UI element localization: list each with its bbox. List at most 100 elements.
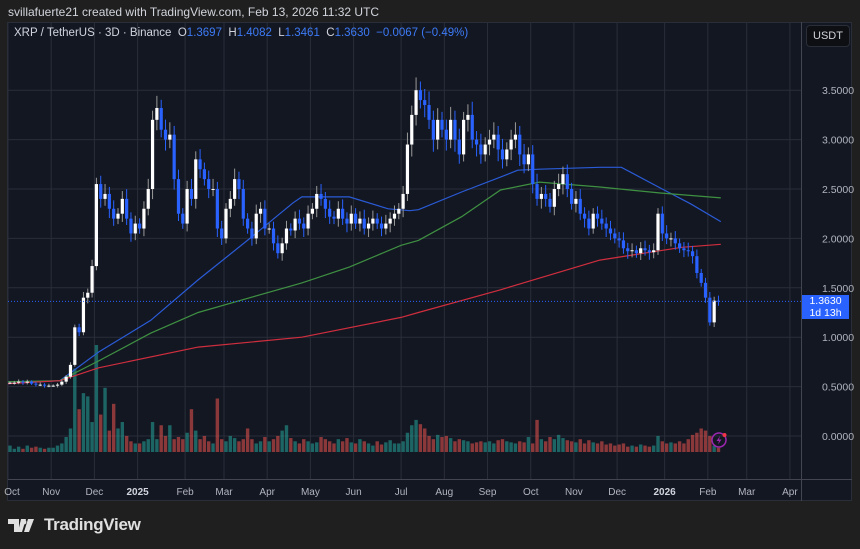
volume-bar <box>552 439 557 452</box>
candle <box>254 204 258 245</box>
candle-body <box>643 248 647 251</box>
candle-body <box>81 297 86 333</box>
candle-body <box>656 213 660 251</box>
moving-average-line-ma_mid <box>7 181 721 383</box>
high-label: H <box>228 27 237 39</box>
volume-bar <box>371 445 375 452</box>
lightning-icon[interactable] <box>711 432 727 448</box>
candle <box>133 215 137 241</box>
candle-body <box>310 208 314 214</box>
volume-bar <box>64 437 68 452</box>
candle-body <box>544 193 548 199</box>
candle <box>51 384 55 387</box>
candle-body <box>591 213 595 229</box>
candle <box>595 206 600 227</box>
x-tick-label: Nov <box>565 487 583 498</box>
candle-body <box>293 218 297 231</box>
candle-body <box>64 376 68 382</box>
candle-body <box>604 223 608 229</box>
volume-bar <box>176 437 181 452</box>
candle <box>271 221 276 251</box>
candle <box>665 225 669 245</box>
candle <box>12 380 16 385</box>
moving-average-line-ma_fast <box>7 166 722 385</box>
candle <box>621 232 626 254</box>
candle-body <box>276 243 280 254</box>
volume-bar <box>340 441 345 452</box>
volume-bar <box>146 439 150 452</box>
candle <box>544 184 548 207</box>
volume-bar <box>617 444 621 452</box>
volume-bar <box>232 438 237 452</box>
candle <box>25 379 29 385</box>
candle-body <box>608 228 613 234</box>
volume-bar <box>284 425 289 452</box>
candle-body <box>73 327 77 365</box>
volume-bar <box>608 443 613 452</box>
candle-body <box>695 256 699 273</box>
candle <box>444 119 448 151</box>
x-tick-label: Mar <box>738 487 756 498</box>
candle-body <box>436 119 440 140</box>
volume-bar <box>639 444 643 452</box>
candle-body <box>548 198 552 207</box>
candle-body <box>496 134 500 150</box>
candle-body <box>155 107 159 120</box>
candle <box>224 203 228 244</box>
tradingview-logo-icon <box>8 519 34 532</box>
candle <box>250 221 254 246</box>
candle <box>55 382 60 388</box>
candle <box>77 323 81 337</box>
volume-bar <box>55 445 60 452</box>
candle-body <box>280 243 284 254</box>
volume-bar <box>202 435 207 452</box>
candle-body <box>539 193 543 199</box>
volume-bar <box>561 438 565 452</box>
candle-body <box>211 189 215 190</box>
candle <box>418 81 422 109</box>
candle <box>427 91 431 130</box>
tradingview-logo[interactable]: TradingView <box>8 515 141 535</box>
candle <box>699 268 703 287</box>
volume-bar <box>172 439 176 452</box>
candle-body <box>462 119 466 155</box>
volume-bar <box>397 443 401 452</box>
chart-frame <box>7 22 852 501</box>
candle <box>150 110 155 200</box>
volume-bar <box>120 422 125 452</box>
x-tick-label: Feb <box>177 487 195 498</box>
candle-body <box>453 119 457 140</box>
volume-bar <box>660 441 665 452</box>
candle <box>513 122 518 149</box>
candle <box>34 381 38 387</box>
candle <box>535 173 539 206</box>
candle-body <box>354 213 358 224</box>
volume-bar <box>630 445 634 452</box>
candle <box>487 129 492 156</box>
candle <box>293 211 297 239</box>
candle-body <box>423 100 427 106</box>
candle <box>319 184 323 206</box>
volume-bar <box>686 439 690 452</box>
candle <box>297 209 302 230</box>
candle <box>457 128 461 164</box>
currency-button[interactable]: USDT <box>806 25 850 47</box>
candle <box>189 178 194 206</box>
candle <box>289 223 293 236</box>
volume-bar <box>392 443 397 452</box>
volume-bar <box>103 387 107 452</box>
candle-body <box>349 213 353 224</box>
candle <box>453 110 457 152</box>
candle-body <box>267 228 271 230</box>
candle <box>500 138 505 169</box>
candle-body <box>112 208 116 219</box>
candle-body <box>362 218 366 229</box>
candle <box>38 382 42 387</box>
volume-bar <box>116 428 120 452</box>
volume-bar <box>181 439 185 452</box>
candle-body <box>263 208 267 229</box>
candle-body <box>142 208 146 229</box>
volume-bar <box>155 439 159 452</box>
candle <box>358 211 362 232</box>
